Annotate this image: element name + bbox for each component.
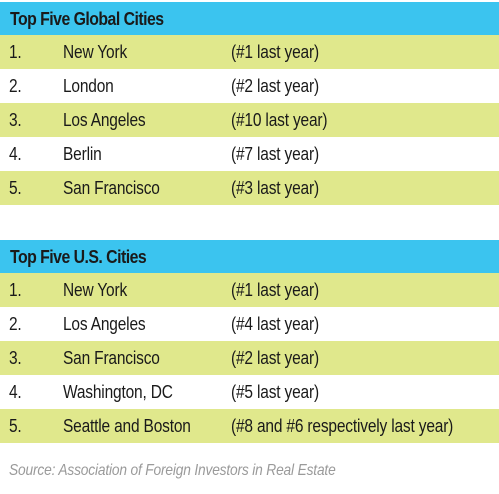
previous-rank-cell: (#2 last year)	[231, 348, 319, 368]
us-cities-title: Top Five U.S. Cities	[10, 247, 147, 267]
table-row: 3. San Francisco (#2 last year)	[0, 341, 499, 375]
previous-rank-cell: (#5 last year)	[231, 382, 319, 402]
city-cell: Berlin	[63, 144, 102, 164]
rank-cell: 1.	[9, 42, 22, 62]
rank-cell: 4.	[9, 144, 22, 164]
previous-rank-cell: (#3 last year)	[231, 178, 319, 198]
city-cell: San Francisco	[63, 348, 160, 368]
table-row: 1. New York (#1 last year)	[0, 35, 499, 69]
city-cell: Los Angeles	[63, 110, 146, 130]
table-row: 4. Berlin (#7 last year)	[0, 137, 499, 171]
previous-rank-cell: (#4 last year)	[231, 314, 319, 334]
rank-cell: 2.	[9, 76, 22, 96]
rank-cell: 1.	[9, 280, 22, 300]
previous-rank-cell: (#1 last year)	[231, 42, 319, 62]
previous-rank-cell: (#7 last year)	[231, 144, 319, 164]
table-row: 5. San Francisco (#3 last year)	[0, 171, 499, 205]
city-cell: London	[63, 76, 114, 96]
city-cell: New York	[63, 280, 128, 300]
global-cities-table: Top Five Global Cities 1. New York (#1 l…	[0, 2, 499, 205]
city-cell: New York	[63, 42, 128, 62]
rank-cell: 5.	[9, 178, 22, 198]
table-row: 1. New York (#1 last year)	[0, 273, 499, 307]
previous-rank-cell: (#8 and #6 respectively last year)	[231, 416, 454, 436]
rank-cell: 2.	[9, 314, 22, 334]
table-row: 2. London (#2 last year)	[0, 69, 499, 103]
global-cities-title: Top Five Global Cities	[10, 9, 164, 29]
table-row: 2. Los Angeles (#4 last year)	[0, 307, 499, 341]
rank-cell: 3.	[9, 110, 22, 130]
source-note: Source: Association of Foreign Investors…	[9, 462, 336, 479]
global-cities-header: Top Five Global Cities	[0, 2, 499, 35]
city-cell: San Francisco	[63, 178, 160, 198]
city-cell: Seattle and Boston	[63, 416, 191, 436]
table-row: 3. Los Angeles (#10 last year)	[0, 103, 499, 137]
us-cities-header: Top Five U.S. Cities	[0, 240, 499, 273]
table-row: 4. Washington, DC (#5 last year)	[0, 375, 499, 409]
previous-rank-cell: (#10 last year)	[231, 110, 328, 130]
rank-cell: 4.	[9, 382, 22, 402]
table-row: 5. Seattle and Boston (#8 and #6 respect…	[0, 409, 499, 443]
rank-cell: 3.	[9, 348, 22, 368]
rank-cell: 5.	[9, 416, 22, 436]
us-cities-table: Top Five U.S. Cities 1. New York (#1 las…	[0, 240, 499, 443]
city-cell: Los Angeles	[63, 314, 146, 334]
city-cell: Washington, DC	[63, 382, 173, 402]
previous-rank-cell: (#1 last year)	[231, 280, 319, 300]
previous-rank-cell: (#2 last year)	[231, 76, 319, 96]
